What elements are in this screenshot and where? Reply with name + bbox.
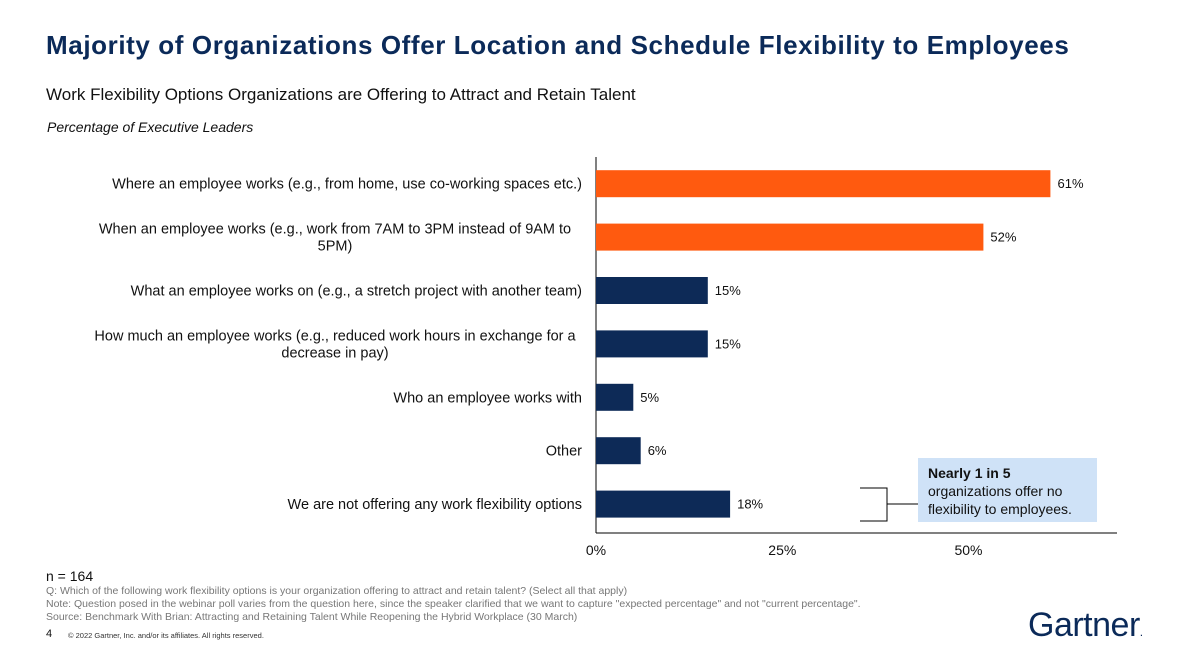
value-label-3: 15% bbox=[715, 336, 741, 351]
x-tick-label-2: 50% bbox=[954, 542, 982, 558]
page-title: Majority of Organizations Offer Location… bbox=[46, 30, 1070, 60]
value-label-1: 52% bbox=[990, 230, 1016, 245]
bar-2 bbox=[596, 277, 708, 304]
method-note: Note: Question posed in the webinar poll… bbox=[46, 598, 861, 610]
source-note: Source: Benchmark With Brian: Attracting… bbox=[46, 611, 578, 623]
value-label-5: 6% bbox=[648, 443, 667, 458]
value-label-2: 15% bbox=[715, 283, 741, 298]
value-label-4: 5% bbox=[640, 390, 659, 405]
category-label-2: What an employee works on (e.g., a stret… bbox=[131, 284, 582, 300]
chart-subtitle: Work Flexibility Options Organizations a… bbox=[46, 85, 636, 104]
bar-1 bbox=[596, 223, 984, 251]
bar-0 bbox=[596, 170, 1051, 198]
category-label-4: Who an employee works with bbox=[393, 390, 582, 406]
logo-dot: . bbox=[1139, 625, 1143, 639]
category-label-5: Other bbox=[546, 444, 582, 460]
category-label-0: Where an employee works (e.g., from home… bbox=[112, 177, 582, 193]
value-label-0: 61% bbox=[1058, 176, 1084, 191]
question-note: Q: Which of the following work flexibili… bbox=[46, 585, 628, 597]
bar-5 bbox=[596, 437, 641, 465]
sample-size: n = 164 bbox=[46, 568, 94, 584]
x-tick-label-0: 0% bbox=[586, 542, 606, 558]
callout-bold-text: Nearly 1 in 5 bbox=[928, 465, 1011, 481]
unit-label: Percentage of Executive Leaders bbox=[47, 119, 254, 135]
callout-text: organizations offer no flexibility to em… bbox=[928, 483, 1072, 517]
logo-text: Gartner bbox=[1028, 606, 1140, 644]
page-number: 4 bbox=[46, 628, 53, 640]
category-label-1: When an employee works (e.g., work from … bbox=[99, 222, 571, 255]
gartner-logo: Gartner. bbox=[1028, 606, 1143, 645]
category-label-3: How much an employee works (e.g., reduce… bbox=[94, 328, 576, 361]
bar-4 bbox=[596, 383, 634, 411]
bar-3 bbox=[596, 330, 708, 358]
callout-bracket bbox=[860, 487, 918, 522]
callout-box: Nearly 1 in 5 organizations offer no fle… bbox=[918, 458, 1097, 522]
x-tick-label-1: 25% bbox=[768, 542, 796, 558]
bar-6 bbox=[596, 490, 731, 518]
value-label-6: 18% bbox=[737, 497, 763, 512]
category-label-6: We are not offering any work flexibility… bbox=[288, 497, 582, 513]
copyright: © 2022 Gartner, Inc. and/or its affiliat… bbox=[68, 631, 264, 640]
